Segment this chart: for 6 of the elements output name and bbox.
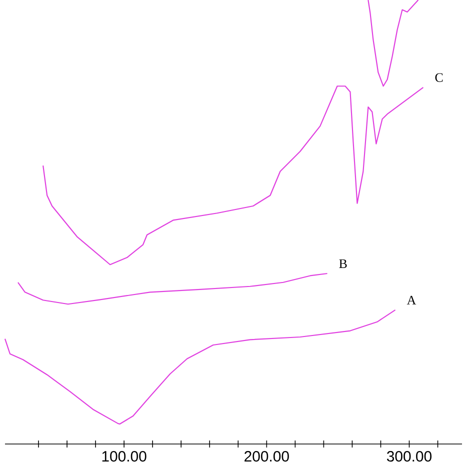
series-label: A — [406, 296, 416, 304]
x-tick-label: 300.00 — [386, 451, 432, 462]
series-label: C — [435, 73, 443, 82]
x-tick-label: 200.00 — [244, 451, 289, 462]
x-tick-label: 100.00 — [102, 451, 146, 462]
series-label: B — [339, 259, 347, 268]
